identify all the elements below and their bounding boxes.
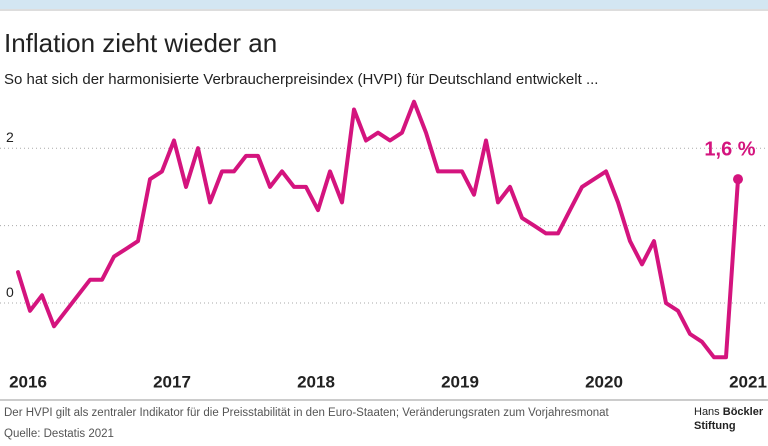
footnote: Der HVPI gilt als zentraler Indikator fü… [4,407,610,419]
x-tick-label: 2017 [153,372,191,391]
logo: Hans Böckler [694,406,764,418]
x-tick-label: 2018 [297,372,335,391]
top-band [0,0,768,9]
logo-word: Hans [694,406,720,418]
y-tick-label: 0 [6,284,14,300]
source: Quelle: Destatis 2021 [4,428,114,440]
x-tick-label: 2020 [585,372,623,391]
y-tick-label: 2 [6,129,14,145]
line [16,99,740,360]
end-dot [733,174,743,185]
chart-title: Inflation zieht wieder an [4,28,277,58]
chart-subtitle: So hat sich der harmonisierte Verbrauche… [4,71,598,88]
logo-word: Stiftung [694,420,736,432]
value-label: 1,6 % [704,138,755,160]
plot: 0 2 2016 2017 2018 2019 2020 2021 1,6 % [0,99,768,391]
x-tick-label: 2016 [9,372,47,391]
x-tick-label: 2021 [729,372,767,391]
logo-word: Böckler [723,406,764,418]
x-tick-label: 2019 [441,372,479,391]
